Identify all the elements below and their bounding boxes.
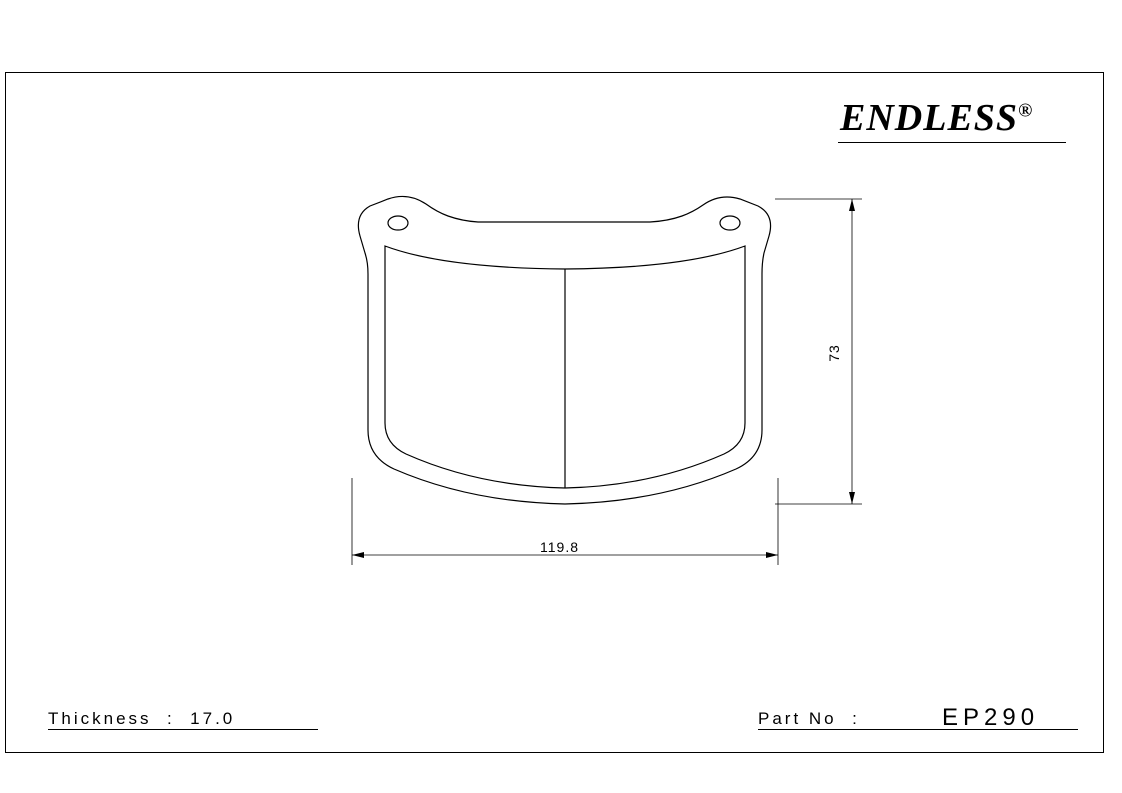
- thickness-underline: [48, 729, 318, 730]
- partno-underline: [758, 729, 1078, 730]
- drawing-canvas: ENDLESS® 119.8 73 Thickness : 17.0 Part …: [0, 0, 1122, 793]
- partno-value: EP290: [942, 704, 1039, 732]
- thickness-value: 17.0: [190, 709, 235, 728]
- partno-label: Part No :: [758, 709, 868, 729]
- width-dimension-value: 119.8: [540, 539, 579, 555]
- technical-drawing: [0, 0, 1122, 793]
- thickness-label: Thickness : 17.0: [48, 709, 235, 729]
- dimension-lines: [352, 199, 862, 565]
- height-dimension-value: 73: [826, 344, 842, 362]
- brake-pad-shape: [358, 196, 770, 504]
